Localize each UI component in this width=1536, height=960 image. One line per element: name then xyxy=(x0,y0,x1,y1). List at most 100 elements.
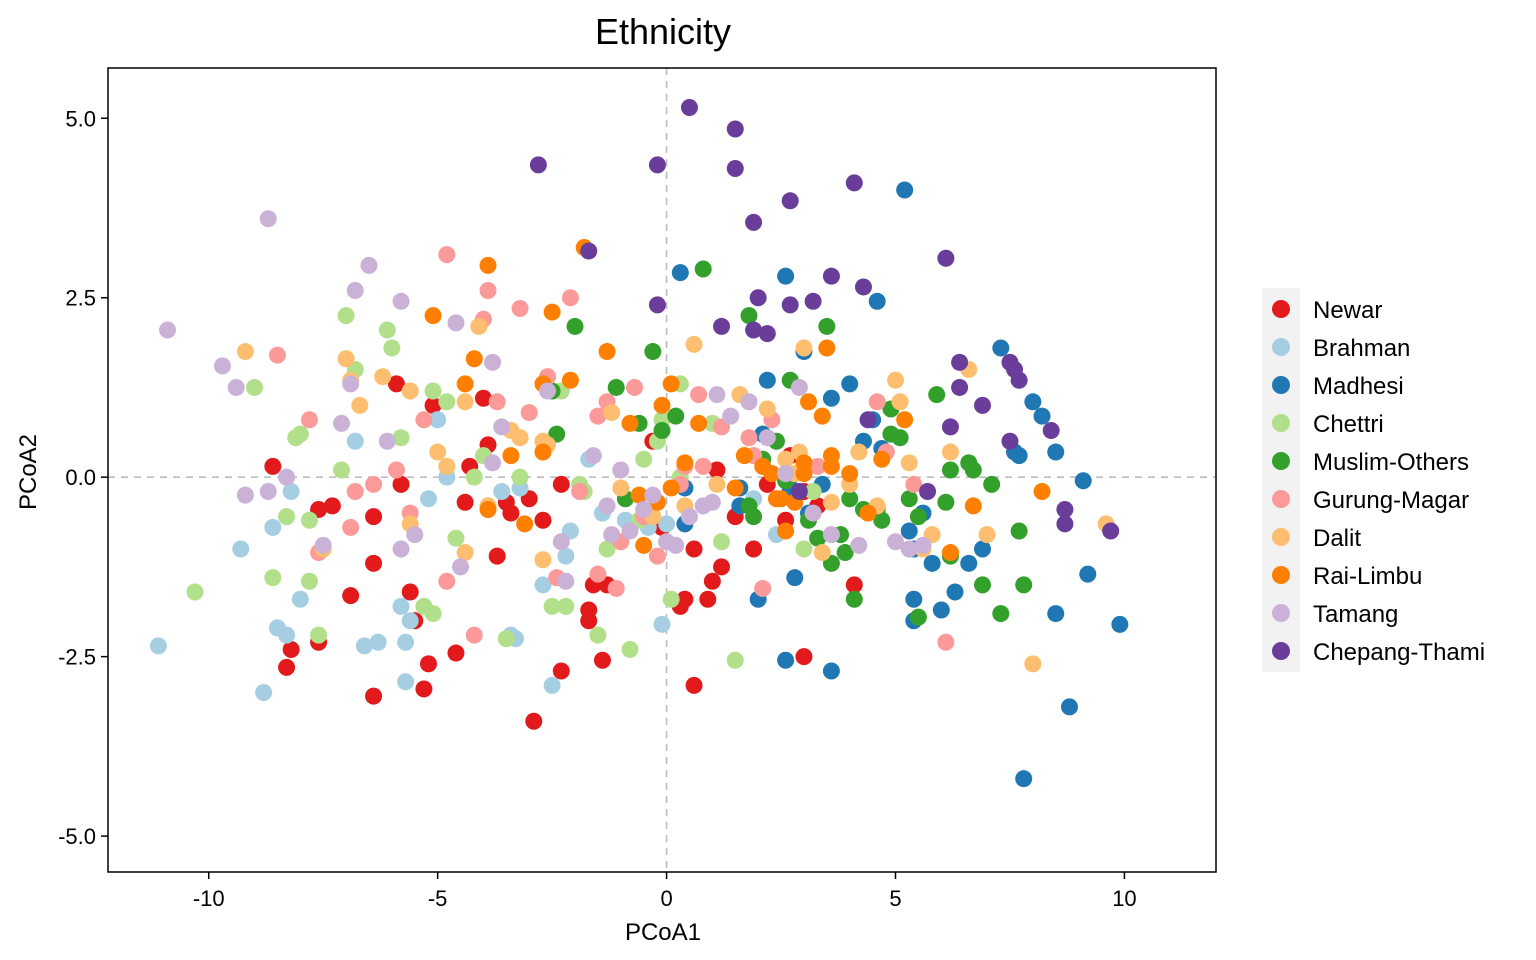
point-madhesi xyxy=(777,651,795,669)
point-tamang xyxy=(603,526,621,544)
point-tamang xyxy=(378,432,396,450)
legend-key xyxy=(1272,338,1290,356)
point-chettri xyxy=(291,425,309,443)
point-chettri xyxy=(804,483,822,501)
y-tick-label: -2.5 xyxy=(58,645,96,670)
point-madhesi xyxy=(946,583,964,601)
point-newar xyxy=(447,644,465,662)
point-dalit xyxy=(456,393,474,411)
point-tamang xyxy=(259,483,277,501)
point-newar xyxy=(676,590,694,608)
point-chettri xyxy=(465,468,483,486)
plot-panel-border xyxy=(107,67,1217,873)
point-rai-limbu xyxy=(795,465,813,483)
point-dalit xyxy=(511,429,529,447)
point-chepang-thami xyxy=(859,411,877,429)
point-newar xyxy=(708,461,726,479)
point-tamang xyxy=(452,558,470,576)
point-newar xyxy=(525,712,543,730)
point-chepang-thami xyxy=(822,267,840,285)
point-chettri xyxy=(300,572,318,590)
point-madhesi xyxy=(1047,443,1065,461)
point-chepang-thami xyxy=(529,156,547,174)
point-rai-limbu xyxy=(841,465,859,483)
point-tamang xyxy=(259,210,277,228)
point-chettri xyxy=(378,321,396,339)
point-tamang xyxy=(406,526,424,544)
point-madhesi xyxy=(960,554,978,572)
point-newar xyxy=(699,590,717,608)
point-dalit xyxy=(534,551,552,569)
point-chepang-thami xyxy=(790,483,808,501)
point-chettri xyxy=(635,450,653,468)
point-newar xyxy=(392,475,410,493)
y-tick-label: 5.0 xyxy=(65,106,96,131)
point-muslim-others xyxy=(941,461,959,479)
point-muslim-others xyxy=(694,260,712,278)
point-madhesi xyxy=(923,554,941,572)
point-chettri xyxy=(726,651,744,669)
point-tamang xyxy=(612,461,630,479)
point-brahman xyxy=(543,676,561,694)
legend-key xyxy=(1272,452,1290,470)
point-rai-limbu xyxy=(479,256,497,274)
legend-key xyxy=(1272,376,1290,394)
point-newar xyxy=(387,375,405,393)
point-tamang xyxy=(822,526,840,544)
point-chepang-thami xyxy=(713,317,731,335)
point-newar xyxy=(264,457,282,475)
point-brahman xyxy=(346,432,364,450)
point-brahman xyxy=(429,411,447,429)
point-rai-limbu xyxy=(635,536,653,554)
point-rai-limbu xyxy=(777,522,795,540)
legend-label: Chettri xyxy=(1313,411,1384,438)
point-chepang-thami xyxy=(1056,500,1074,518)
point-chepang-thami xyxy=(1056,515,1074,533)
point-gurung-magar xyxy=(905,475,923,493)
point-chettri xyxy=(392,429,410,447)
point-chepang-thami xyxy=(648,156,666,174)
point-dalit xyxy=(850,443,868,461)
point-dalit xyxy=(603,404,621,422)
point-dalit xyxy=(470,317,488,335)
point-newar xyxy=(424,396,442,414)
point-gurung-magar xyxy=(754,579,772,597)
point-tamang xyxy=(740,393,758,411)
point-chettri xyxy=(621,640,639,658)
point-tamang xyxy=(392,292,410,310)
point-chepang-thami xyxy=(1001,432,1019,450)
point-dalit xyxy=(777,450,795,468)
point-madhesi xyxy=(992,339,1010,357)
point-chepang-thami xyxy=(937,249,955,267)
point-tamang xyxy=(708,386,726,404)
point-rai-limbu xyxy=(726,479,744,497)
point-tamang xyxy=(722,407,740,425)
point-rai-limbu xyxy=(653,396,671,414)
point-rai-limbu xyxy=(502,447,520,465)
point-rai-limbu xyxy=(813,407,831,425)
point-chepang-thami xyxy=(749,289,767,307)
point-rai-limbu xyxy=(676,454,694,472)
point-tamang xyxy=(900,540,918,558)
point-muslim-others xyxy=(992,605,1010,623)
point-muslim-others xyxy=(566,317,584,335)
point-rai-limbu xyxy=(630,486,648,504)
point-muslim-others xyxy=(873,511,891,529)
legend-label: Newar xyxy=(1313,297,1382,324)
point-muslim-others xyxy=(607,378,625,396)
point-tamang xyxy=(447,314,465,332)
point-madhesi xyxy=(1074,472,1092,490)
point-tamang xyxy=(342,375,360,393)
point-muslim-others xyxy=(983,475,1001,493)
y-tick-label: 2.5 xyxy=(65,286,96,311)
point-rai-limbu xyxy=(516,515,534,533)
point-newar xyxy=(593,651,611,669)
legend-label: Gurung-Magar xyxy=(1313,487,1469,514)
x-axis-label: PCoA1 xyxy=(625,919,701,946)
point-newar xyxy=(488,547,506,565)
point-rai-limbu xyxy=(662,479,680,497)
point-tamang xyxy=(346,282,364,300)
point-tamang xyxy=(635,500,653,518)
point-chettri xyxy=(447,529,465,547)
point-chettri xyxy=(337,307,355,325)
